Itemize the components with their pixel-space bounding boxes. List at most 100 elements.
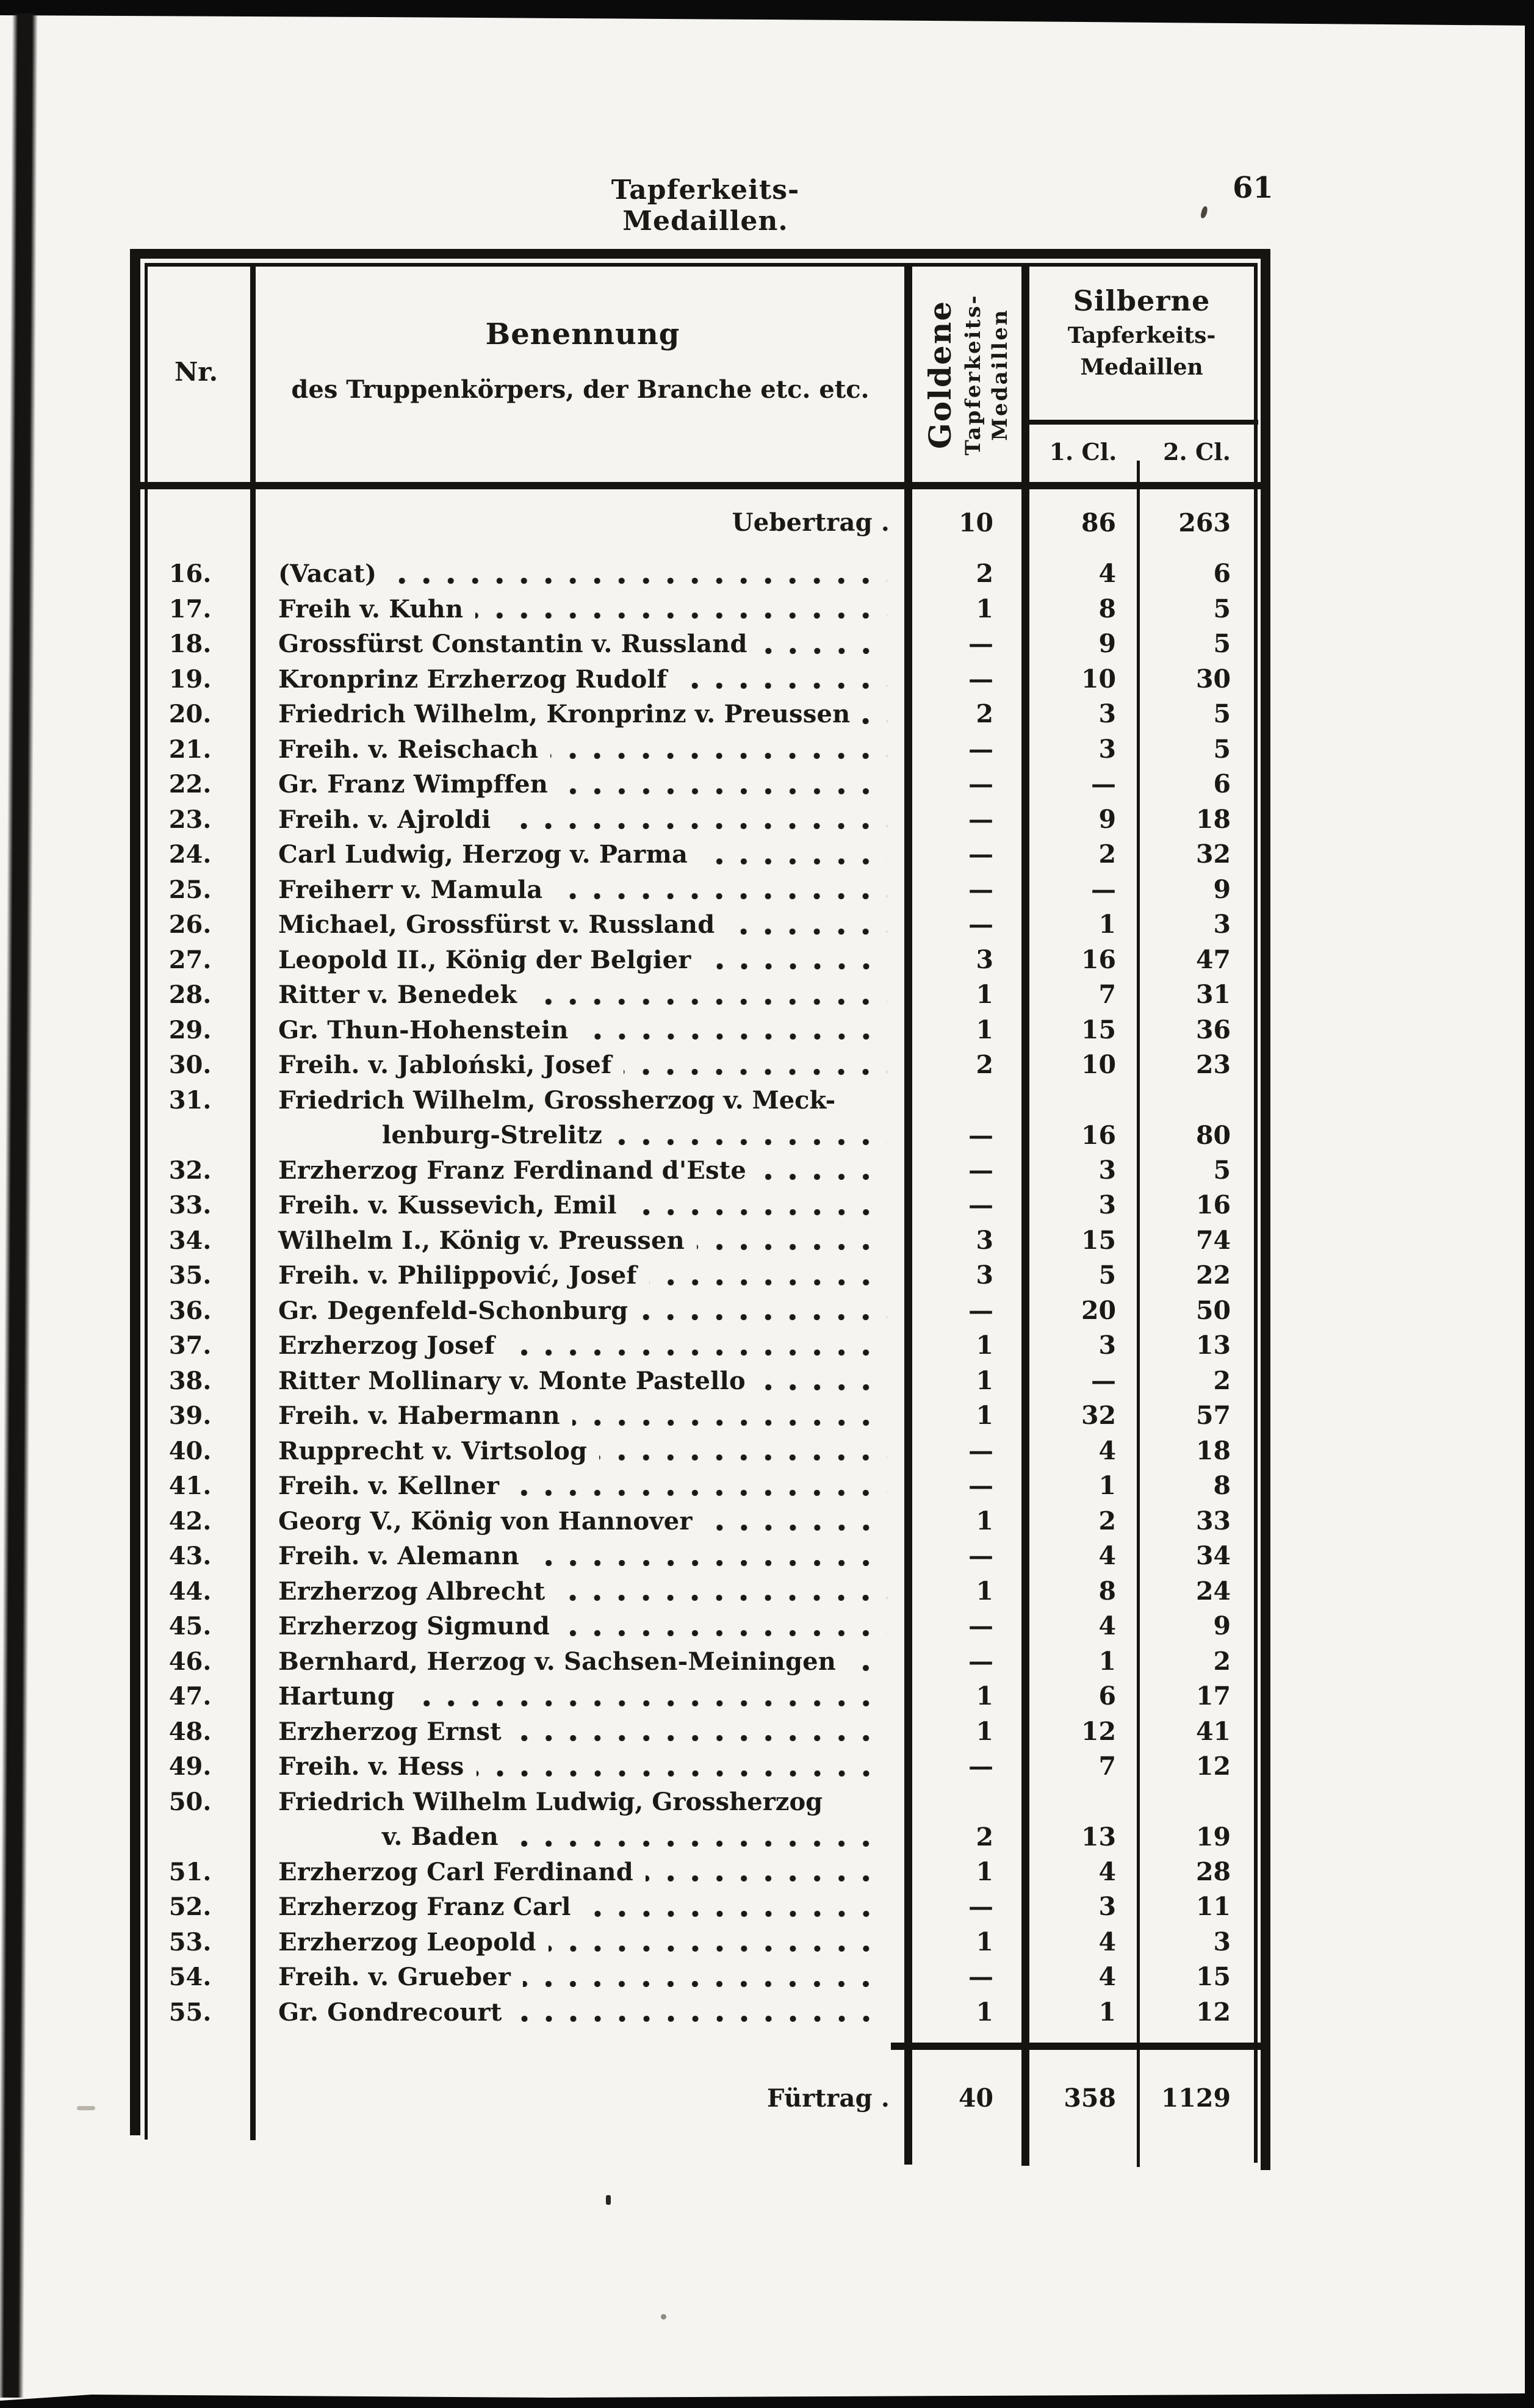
table-row: 35. Freih. v. Philippović, Josef 3 5 22 <box>130 1258 1270 1293</box>
row-number: 44. <box>168 1576 212 1606</box>
dot-leader <box>703 963 887 969</box>
troop-name: Freih. v. Grueber <box>278 1963 511 1991</box>
name-cell: Carl Ludwig, Herzog v. Parma <box>256 837 904 872</box>
table-row: 20. Friedrich Wilhelm, Kronprinz v. Preu… <box>130 697 1270 732</box>
dot-leader <box>562 1630 887 1636</box>
name-cell: Freih v. Kuhn <box>256 592 904 627</box>
name-cell: Freih. v. Hess <box>256 1749 904 1784</box>
cl2-value: 80 <box>1195 1120 1231 1150</box>
dot-leader <box>531 1559 887 1566</box>
gold-value: — <box>968 734 993 764</box>
table-row: 44. Erzherzog Albrecht 1 8 24 <box>130 1574 1270 1609</box>
gold-value: 1 <box>976 1927 993 1957</box>
name-cell: Erzherzog Franz Carl <box>256 1889 904 1925</box>
divider-benennung-gold <box>904 263 912 2165</box>
troop-name: Freih. v. Reischach <box>278 735 539 764</box>
troop-name: Freih. v. Habermann <box>278 1401 560 1430</box>
table-border-left-inner <box>145 263 148 2140</box>
dot-leader <box>475 613 887 619</box>
cl2-value: 2 <box>1213 1646 1231 1676</box>
cl2-value: 22 <box>1195 1260 1231 1290</box>
row-number: 51. <box>168 1857 212 1886</box>
dot-leader <box>704 1525 887 1531</box>
row-number: 24. <box>168 840 212 869</box>
silver-subheader-rule <box>1021 420 1258 425</box>
table-row: 40. Rupprecht v. Virtsolog — 4 18 <box>130 1434 1270 1469</box>
table-row: 52. Erzherzog Franz Carl — 3 11 <box>130 1889 1270 1925</box>
cl2-value: 12 <box>1195 1752 1231 1781</box>
troop-name: Friedrich Wilhelm, Kronprinz v. Preussen <box>278 700 851 728</box>
cl2-value: 6 <box>1213 559 1231 588</box>
table-border-right-outer <box>1261 249 1270 2170</box>
name-cell: Freih. v. Alemann <box>256 1539 904 1574</box>
table-border-right-inner <box>1254 263 1258 2163</box>
troop-name: Erzherzog Leopold <box>278 1927 536 1957</box>
dot-leader <box>614 1138 887 1145</box>
cl1-value: 6 <box>1098 1681 1116 1711</box>
cl1-value: 4 <box>1098 1541 1116 1570</box>
column-header-gold-medals: Goldene Tapferkeits- Medaillen <box>912 267 1021 482</box>
dot-leader <box>649 1279 887 1285</box>
table-border-top-outer <box>130 249 1270 259</box>
row-number: 49. <box>168 1752 212 1781</box>
cl2-value: 36 <box>1195 1015 1231 1044</box>
table-row: 17. Freih v. Kuhn 1 8 5 <box>130 592 1270 627</box>
gold-value: 2 <box>976 1050 993 1079</box>
troop-name: (Vacat) <box>278 559 377 588</box>
name-cell: Gr. Degenfeld-Schonburg <box>256 1293 904 1329</box>
gold-value: 2 <box>976 559 993 588</box>
cl1-value: 13 <box>1081 1822 1116 1852</box>
gold-value: 1 <box>976 1856 993 1886</box>
table-row: 16. (Vacat) 2 4 6 <box>130 556 1270 592</box>
dot-leader <box>555 893 887 899</box>
name-cell: Erzherzog Josef <box>256 1328 904 1364</box>
gold-value: — <box>968 629 993 658</box>
cl2-value: 12 <box>1195 1997 1231 2027</box>
cl2-value: 28 <box>1195 1856 1231 1886</box>
cl1-value: — <box>1091 874 1116 904</box>
gold-header-line1: Goldene <box>921 300 958 449</box>
table-row: 42. Georg V., König von Hannover 1 2 33 <box>130 1504 1270 1539</box>
cl2-value: 50 <box>1195 1295 1231 1325</box>
dot-leader <box>757 1384 887 1390</box>
name-cell: Freih. v. Ajroldi <box>256 802 904 838</box>
gold-value: — <box>968 1646 993 1676</box>
cl1-value: — <box>1091 769 1116 799</box>
gold-value: 1 <box>976 1365 993 1395</box>
table-row: 29. Gr. Thun-Hohenstein 1 15 36 <box>130 1013 1270 1048</box>
name-cell: Erzherzog Ernst <box>256 1714 904 1750</box>
dot-leader <box>696 1244 887 1250</box>
dot-leader <box>510 1840 887 1847</box>
cl2-value: 57 <box>1195 1401 1231 1430</box>
total-label: Fürtrag . <box>767 2084 890 2113</box>
cl1-value: 32 <box>1081 1401 1116 1430</box>
cl1-value: 7 <box>1098 980 1116 1009</box>
carry-forward-row: Uebertrag . 10 86 263 <box>130 489 1270 556</box>
name-line1: Friedrich Wilhelm, Grossherzog v. Meck- <box>278 1085 836 1115</box>
name-cell: Leopold II., König der Belgier <box>256 943 904 978</box>
ink-speck <box>661 2314 666 2320</box>
gold-value: 3 <box>976 944 993 974</box>
table-row: 21. Freih. v. Reischach — 3 5 <box>130 732 1270 767</box>
cl2-value: 18 <box>1195 1436 1231 1465</box>
cl1-value: 1 <box>1098 1471 1116 1500</box>
gold-value: — <box>968 1892 993 1921</box>
gold-value: 3 <box>976 1225 993 1255</box>
troop-name: Hartung <box>278 1682 395 1711</box>
silver-header-line2: Tapferkeits- <box>1067 323 1216 348</box>
cl1-value: 5 <box>1098 1260 1116 1290</box>
troop-name: Grossfürst Constantin v. Russland <box>278 630 747 658</box>
gold-value: — <box>968 664 993 694</box>
troop-name: Wilhelm I., König v. Preussen <box>278 1226 685 1255</box>
scan-edge-top <box>0 0 1534 26</box>
name-cell: Wilhelm I., König v. Preussen <box>256 1223 904 1259</box>
name-cell: Bernhard, Herzog v. Sachsen-Meiningen <box>256 1644 904 1680</box>
dot-leader <box>513 1735 887 1741</box>
dot-leader <box>624 1068 887 1075</box>
troop-name: Erzherzog Sigmund <box>278 1612 550 1641</box>
name-cell: Ritter v. Benedek <box>256 977 904 1013</box>
book-gutter-shadow <box>0 13 38 2398</box>
ink-speck <box>1200 206 1209 219</box>
name-cell: Freih. v. Reischach <box>256 732 904 767</box>
cl1-value: 4 <box>1098 1611 1116 1641</box>
